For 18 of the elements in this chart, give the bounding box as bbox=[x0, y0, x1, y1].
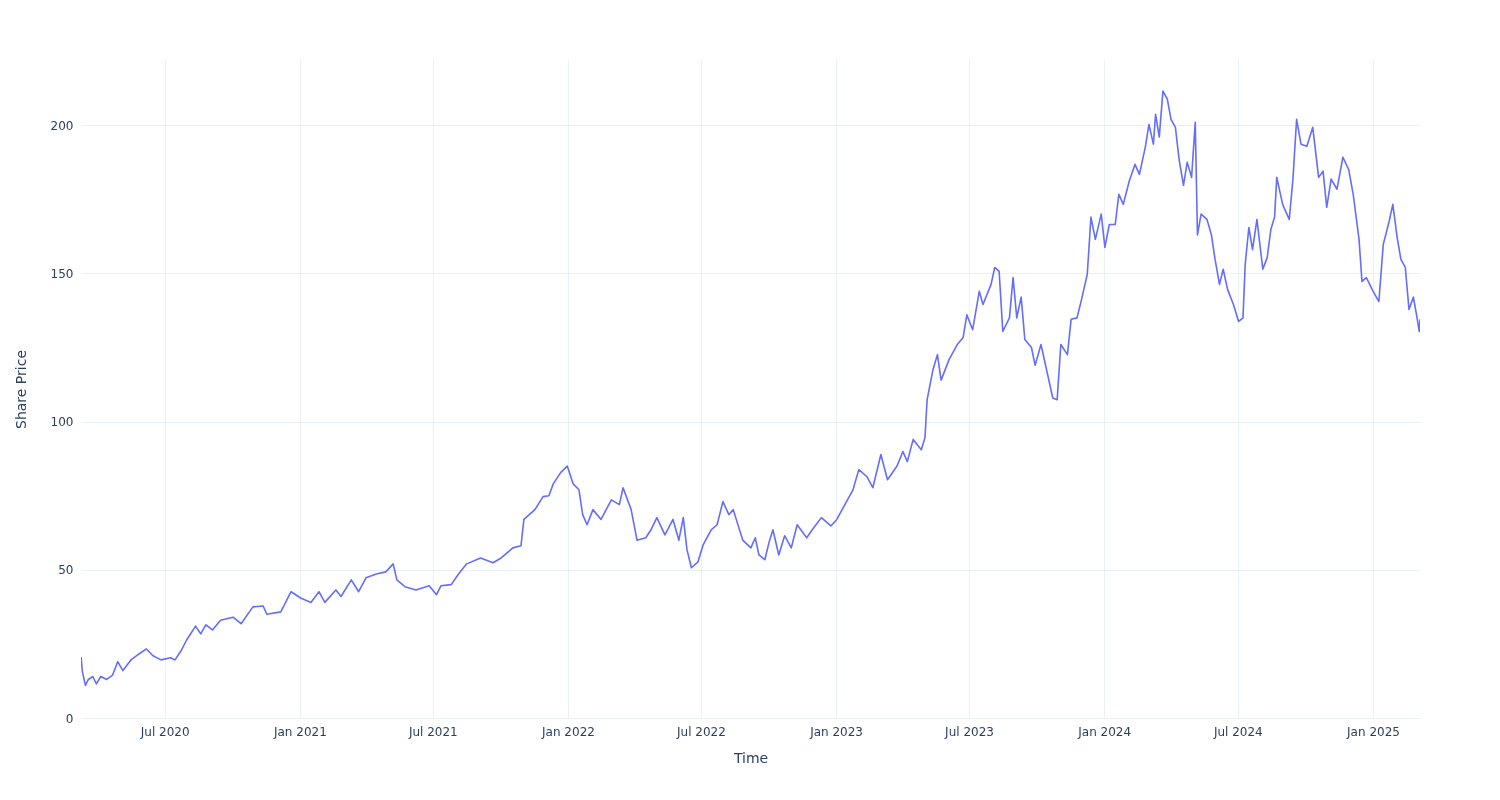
x-tick-label: Jan 2022 bbox=[541, 724, 595, 739]
x-tick-label: Jul 2023 bbox=[944, 724, 994, 739]
x-axis-title: Time bbox=[732, 749, 769, 766]
x-tick-label: Jan 2025 bbox=[1346, 724, 1400, 739]
x-tick-label: Jan 2021 bbox=[272, 724, 327, 739]
line-series bbox=[81, 90, 1420, 687]
y-tick-label: 0 bbox=[65, 711, 74, 726]
x-tick-label: Jan 2024 bbox=[1077, 724, 1132, 739]
x-tick-label: Jul 2024 bbox=[1212, 724, 1263, 739]
x-tick-label: Jan 2023 bbox=[809, 724, 863, 739]
x-tick-label: Jul 2022 bbox=[676, 724, 726, 739]
y-tick-label: 200 bbox=[50, 118, 74, 133]
y-tick-label: 50 bbox=[58, 563, 74, 578]
x-tick-label: Jul 2020 bbox=[139, 724, 190, 739]
y-axis-title: Share Price bbox=[12, 349, 29, 430]
y-tick-label: 100 bbox=[50, 415, 74, 430]
y-tick-label: 150 bbox=[50, 266, 74, 281]
x-tick-label: Jul 2021 bbox=[407, 724, 458, 739]
